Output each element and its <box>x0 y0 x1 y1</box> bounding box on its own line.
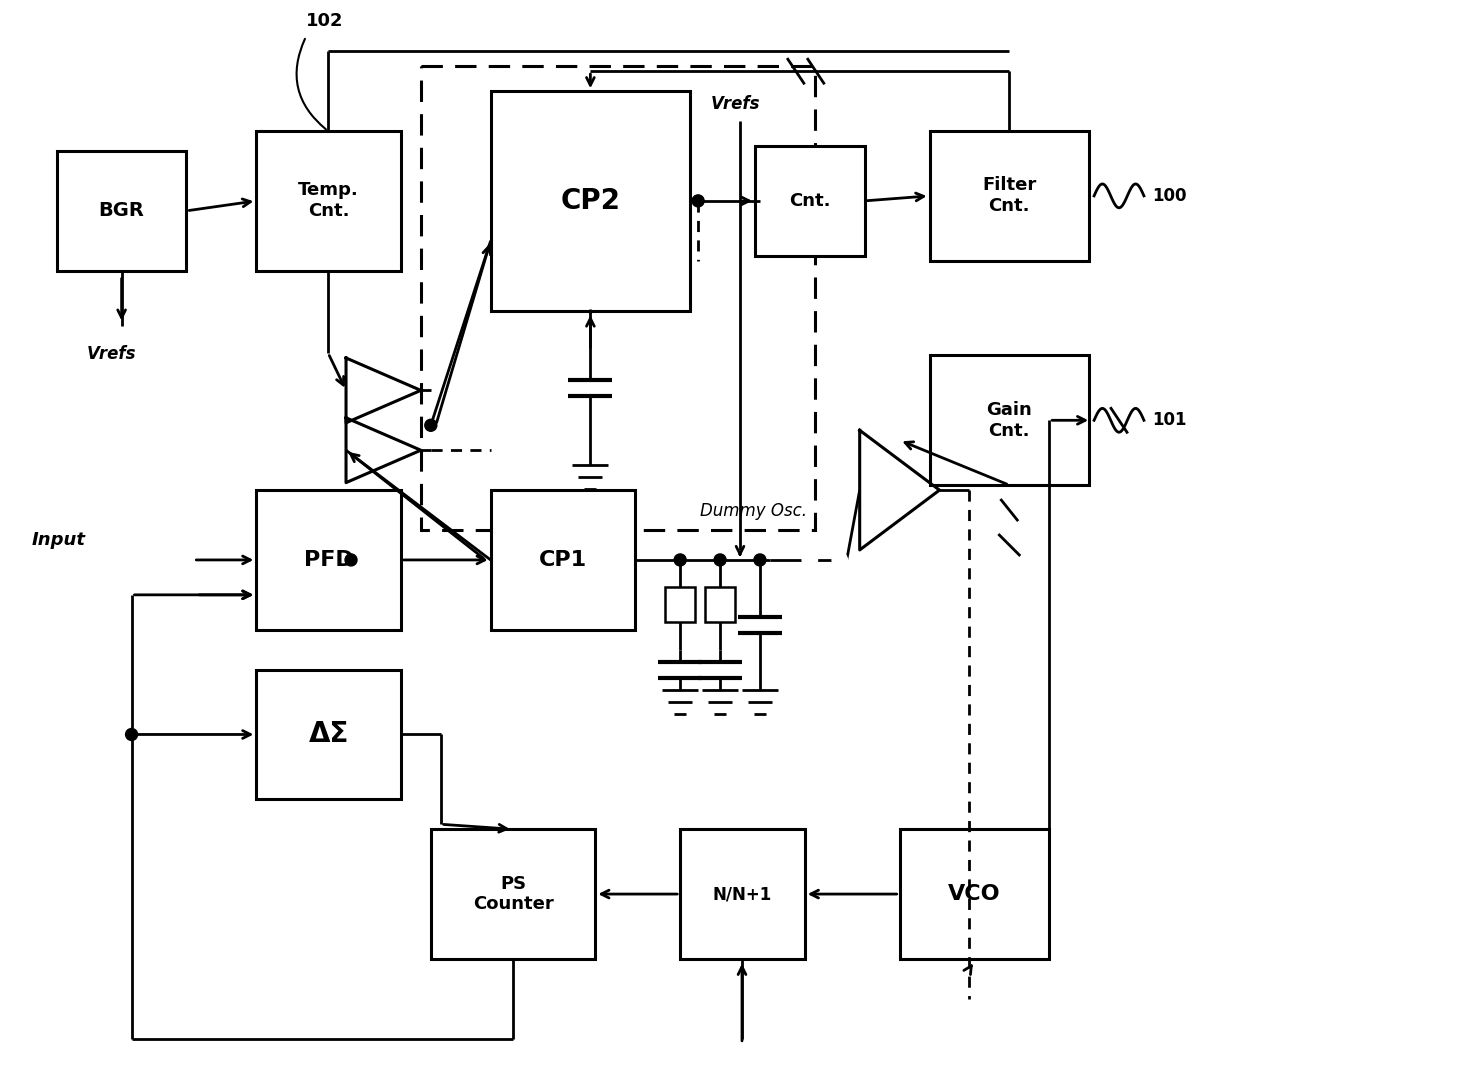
Bar <box>421 66 815 530</box>
Circle shape <box>692 195 704 207</box>
Bar <box>705 587 735 623</box>
Text: Cnt.: Cnt. <box>788 192 830 210</box>
Text: Input: Input <box>31 531 86 549</box>
Text: N/N+1: N/N+1 <box>713 885 772 903</box>
Text: 102: 102 <box>307 13 344 30</box>
Text: 101: 101 <box>1152 411 1187 429</box>
Text: 100: 100 <box>1152 187 1187 204</box>
Text: BGR: BGR <box>99 201 145 220</box>
Text: PFD: PFD <box>304 550 353 570</box>
Circle shape <box>425 419 437 431</box>
Bar <box>900 829 1049 959</box>
Bar <box>929 131 1089 261</box>
Text: ΔΣ: ΔΣ <box>308 720 348 749</box>
Text: CP2: CP2 <box>560 187 621 215</box>
Text: Gain
Cnt.: Gain Cnt. <box>987 401 1031 440</box>
Bar <box>256 131 402 271</box>
Text: VCO: VCO <box>948 884 1000 904</box>
Bar <box>491 490 636 630</box>
Bar <box>56 151 187 271</box>
Text: Vrefs: Vrefs <box>710 95 760 113</box>
Bar <box>256 490 402 630</box>
Circle shape <box>714 554 726 566</box>
Bar <box>754 146 864 256</box>
Bar <box>491 91 691 310</box>
Text: Temp.
Cnt.: Temp. Cnt. <box>298 182 359 220</box>
Text: CP1: CP1 <box>539 550 587 570</box>
Bar <box>680 829 805 959</box>
Text: Vrefs: Vrefs <box>87 346 136 364</box>
Bar <box>929 355 1089 485</box>
Circle shape <box>754 554 766 566</box>
Text: Dummy Osc.: Dummy Osc. <box>700 502 806 520</box>
Bar <box>256 670 402 799</box>
Bar <box>431 829 596 959</box>
Circle shape <box>674 554 686 566</box>
Bar <box>665 587 695 623</box>
Circle shape <box>833 553 846 567</box>
Text: PS
Counter: PS Counter <box>473 874 553 914</box>
Circle shape <box>179 553 194 567</box>
Circle shape <box>803 553 817 567</box>
Circle shape <box>126 729 138 740</box>
Text: Filter
Cnt.: Filter Cnt. <box>983 177 1036 215</box>
Circle shape <box>345 554 357 566</box>
